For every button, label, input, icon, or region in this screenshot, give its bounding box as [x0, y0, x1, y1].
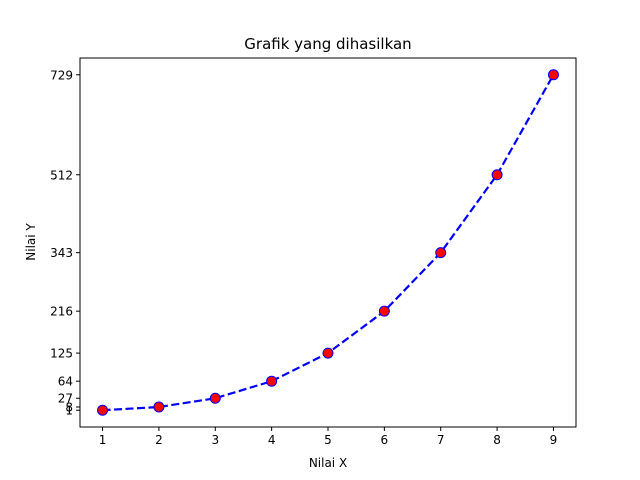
- y-axis-label: Nilai Y: [24, 223, 38, 261]
- chart-title: Grafik yang dihasilkan: [244, 35, 411, 53]
- y-tick-label: 1: [65, 404, 73, 418]
- data-point-marker: [97, 404, 109, 416]
- y-tick-label: 125: [50, 347, 73, 361]
- data-point-marker: [209, 392, 221, 404]
- data-point-marker: [266, 375, 278, 387]
- y-tick-label: 8: [65, 401, 73, 415]
- x-tick-label: 7: [437, 433, 445, 447]
- x-tick-label: 5: [324, 433, 332, 447]
- data-point-marker: [153, 401, 165, 413]
- y-tick-label: 343: [50, 246, 73, 260]
- y-tick-label: 27: [58, 392, 73, 406]
- x-tick-label: 6: [381, 433, 389, 447]
- y-tick-label: 216: [50, 305, 73, 319]
- data-point-marker: [378, 305, 390, 317]
- data-point-marker: [491, 169, 503, 181]
- x-axis: 1 2 3 4 5 6 7 8 9: [99, 427, 558, 447]
- data-point-marker: [435, 247, 447, 259]
- x-tick-label: 8: [493, 433, 501, 447]
- x-tick-label: 2: [155, 433, 163, 447]
- x-axis-label: Nilai X: [309, 456, 347, 470]
- series-layer: [97, 69, 559, 416]
- x-tick-label: 3: [211, 433, 219, 447]
- data-point-marker: [547, 69, 559, 81]
- x-tick-label: 1: [99, 433, 107, 447]
- x-tick-label: 9: [550, 433, 558, 447]
- y-tick-label: 729: [50, 68, 73, 82]
- data-point-marker: [322, 347, 334, 359]
- y-tick-label: 512: [50, 168, 73, 182]
- x-tick-label: 4: [268, 433, 276, 447]
- y-tick-label: 64: [58, 375, 73, 389]
